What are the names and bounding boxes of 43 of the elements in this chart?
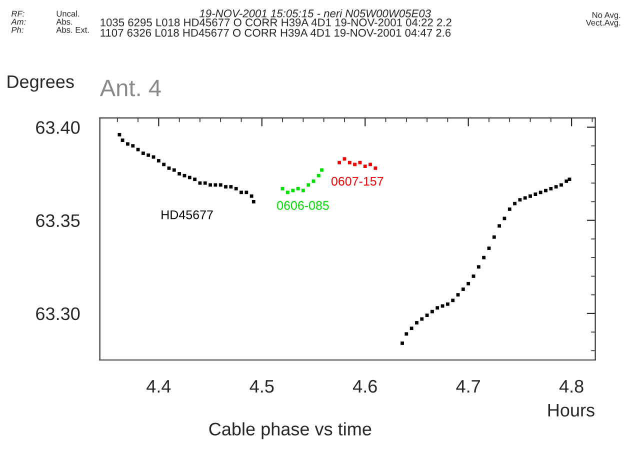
point (348, 160, 352, 164)
series-label: HD45677 (162, 210, 213, 220)
x-tick-label: 4.5 (250, 380, 274, 393)
text: Vect.Avg. (586, 20, 620, 28)
point (291, 188, 295, 192)
chart-title: 19-NOV-2001 15:05:15 - neri N05W00W05E03 (200, 9, 431, 18)
chart-subtitle: Ant. 4 (100, 80, 161, 96)
x-tick-label: 4.6 (352, 380, 377, 393)
point (353, 162, 356, 166)
point (338, 160, 342, 164)
point (342, 157, 346, 161)
text: 1107 6326 L018 HD45677 O CORR H39A 4D1 19-NOV-2001 04:47 2.6 (100, 28, 451, 37)
x-tick-label: 4.7 (456, 380, 480, 393)
y-axis-title: Degrees (8, 75, 74, 92)
point (320, 168, 324, 172)
point (316, 174, 320, 178)
point (280, 186, 284, 190)
text: Abs. Ext. (56, 26, 89, 33)
text: Abs. (56, 18, 72, 25)
x-tick-label: 4.4 (146, 380, 171, 393)
text: Cable phase vs time (209, 422, 372, 440)
series-label: 0606-085 (277, 201, 329, 210)
x-tick-label: 4.8 (559, 380, 584, 393)
point (368, 162, 372, 166)
x-axis-title: Hours (548, 404, 594, 417)
y-tick-label: 63.30 (36, 307, 80, 320)
point (312, 180, 316, 183)
point (374, 166, 378, 170)
text: Ph: (11, 26, 24, 33)
point (296, 186, 300, 190)
text: RF: (11, 10, 24, 17)
point (301, 188, 305, 192)
text: Am: (10, 18, 26, 25)
text: Uncal. (56, 10, 80, 17)
text: No Avg. (592, 12, 620, 20)
point (363, 164, 367, 168)
y-tick-label: 63.40 (36, 121, 80, 134)
point (358, 160, 362, 164)
series-label: 0607-157 (331, 176, 384, 186)
text: 1035 6295 L018 HD45677 O CORR H39A 4D1 19-NOV-2001 04:22 2.2 (100, 18, 452, 26)
point (306, 183, 310, 187)
y-tick-label: 63.35 (36, 214, 80, 228)
point (286, 190, 290, 194)
